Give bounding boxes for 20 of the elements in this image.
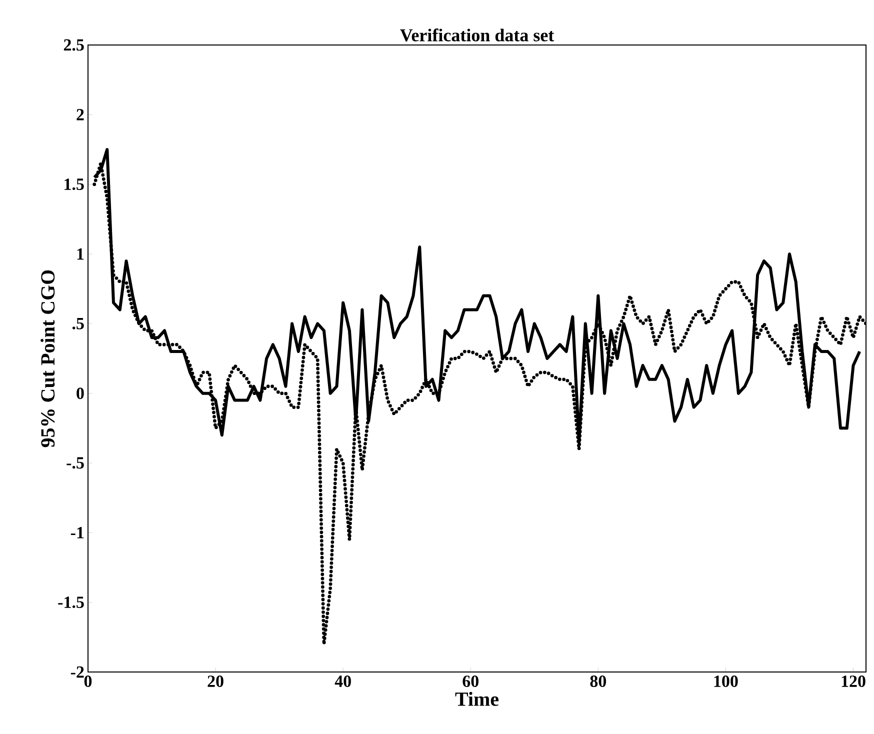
x-tick-label: 0 [84, 676, 92, 688]
y-tick-label: -2 [70, 666, 84, 678]
y-tick-label: -.5 [66, 457, 84, 469]
chart-title: Verification data set [400, 28, 554, 42]
y-tick-label: -1 [70, 527, 84, 538]
x-tick-label: 120 [842, 676, 866, 688]
x-axis-title: Time [455, 692, 499, 706]
y-tick-label: 0 [76, 388, 84, 400]
x-tick-label: 80 [590, 676, 606, 688]
y-tick-label: .5 [72, 318, 84, 330]
y-tick-label: 1.5 [64, 178, 84, 190]
y-tick-label: 1 [77, 248, 84, 260]
y-tick-label: -1.5 [58, 596, 84, 608]
y-tick-label: 2 [76, 109, 84, 120]
y-tick-label: 2.5 [64, 39, 84, 51]
x-tick-label: 60 [462, 676, 478, 688]
x-tick-label: 100 [714, 676, 738, 688]
x-tick-label: 20 [208, 676, 224, 688]
y-axis-title: 95% Cut Point CGO [40, 270, 55, 448]
x-tick-label: 40 [334, 676, 351, 688]
